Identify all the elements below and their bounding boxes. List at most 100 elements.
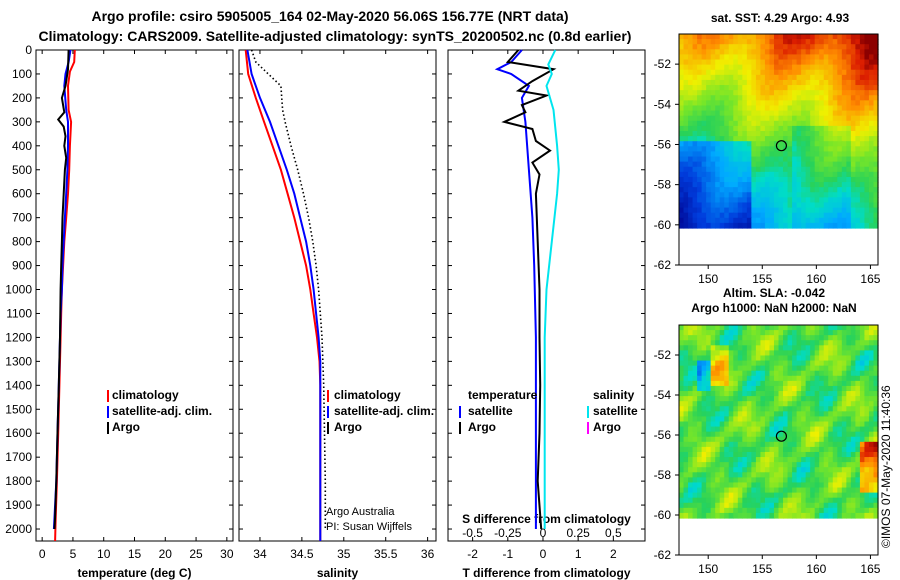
x-tick-label: 0 [39, 547, 46, 561]
map-cell [778, 54, 784, 61]
map-cell [728, 146, 734, 153]
map-cell [846, 385, 852, 392]
map-cell [710, 416, 716, 423]
map-cell [724, 477, 730, 484]
map-cell [760, 477, 766, 484]
map-cell [859, 487, 866, 494]
map-cell [859, 166, 866, 173]
map-cell [697, 426, 703, 433]
map-cell [864, 136, 870, 142]
map-cell [724, 487, 730, 494]
map-cell [778, 222, 784, 229]
map-cell [715, 115, 721, 122]
map-cell [823, 197, 829, 204]
map-cell [868, 350, 875, 357]
map-cell [755, 375, 762, 382]
map-cell [737, 212, 743, 219]
map-cell [850, 487, 856, 494]
map-cell [697, 446, 703, 453]
map-cell [751, 492, 757, 499]
map-cell [755, 411, 762, 418]
map-cell [764, 131, 771, 137]
map-cell [751, 182, 757, 188]
map-cell [737, 396, 743, 402]
map-cell [746, 39, 752, 45]
map-cell [719, 436, 725, 443]
map-cell [805, 44, 811, 50]
map-cell [737, 380, 743, 387]
map-cell [783, 350, 789, 357]
map-cell [787, 131, 793, 137]
map-cell [764, 202, 771, 209]
map-cell [850, 212, 856, 219]
map-cell [837, 74, 843, 81]
map-cell [715, 141, 721, 147]
map-cell [823, 141, 829, 147]
map-cell [742, 156, 748, 163]
map-cell [801, 95, 807, 101]
map-cell [801, 396, 807, 402]
map-cell [701, 355, 707, 362]
map-cell [728, 325, 734, 331]
map-cell [697, 115, 703, 122]
map-cell [719, 136, 725, 142]
map-cell [751, 85, 757, 91]
map-cell [837, 39, 843, 45]
map-cell [828, 462, 834, 468]
map-cell [796, 360, 802, 367]
map-cell [823, 192, 829, 198]
map-cell [855, 416, 861, 423]
map-cell [810, 335, 816, 341]
map-cell [719, 207, 725, 214]
map-cell [837, 79, 843, 86]
y-tick-label: 1300 [5, 354, 32, 368]
map-cell [787, 360, 793, 367]
map-cell [850, 161, 856, 168]
map-cell [733, 182, 739, 188]
map-cell [801, 110, 807, 117]
map-cell [728, 110, 734, 117]
map-cell [810, 74, 816, 81]
map-cell [850, 497, 856, 504]
map-cell [778, 105, 784, 112]
map-cell [828, 477, 834, 484]
map-cell [859, 90, 866, 96]
map-cell [733, 345, 739, 351]
map-cell [764, 105, 771, 112]
map-cell [801, 401, 807, 407]
map-cell [792, 74, 798, 81]
map-cell [746, 212, 752, 219]
map-cell [679, 335, 685, 341]
map-cell [783, 202, 789, 209]
map-cell [796, 85, 802, 91]
map-cell [701, 156, 707, 163]
map-cell [769, 472, 775, 478]
map-cell [701, 446, 707, 453]
map-cell [697, 207, 703, 214]
map-cell [728, 365, 734, 372]
map-cell [697, 151, 703, 158]
map-cell [764, 462, 771, 468]
map-cell [783, 375, 789, 382]
map-cell [769, 182, 775, 188]
map-cell [859, 49, 866, 56]
map-cell [764, 217, 771, 224]
map-cell [742, 391, 748, 397]
map-cell [859, 171, 866, 178]
map-cell [796, 187, 802, 193]
map-cell [760, 156, 766, 163]
map-cell [868, 482, 875, 489]
map-cell [805, 131, 811, 137]
map-cell [841, 335, 847, 341]
map-cell [679, 421, 685, 428]
map-cell [855, 411, 861, 418]
map-cell [719, 446, 725, 453]
map-cell [819, 391, 825, 397]
map-cell [868, 34, 875, 40]
map-cell [823, 345, 829, 351]
map-cell [737, 411, 743, 418]
map-cell [728, 451, 734, 458]
map-cell [810, 171, 816, 178]
map-cell [728, 355, 734, 362]
map-cell [755, 416, 762, 423]
